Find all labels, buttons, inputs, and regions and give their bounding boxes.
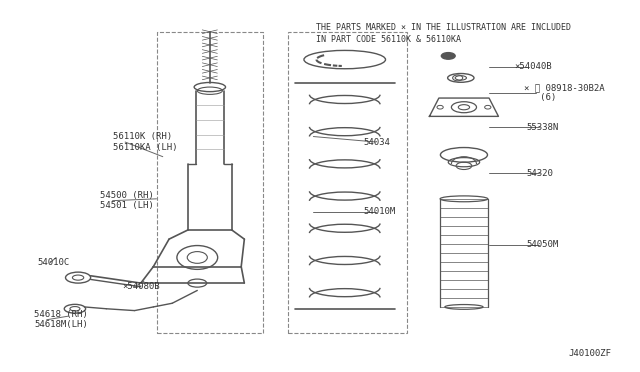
Text: 56110K (RH)
56110KA (LH): 56110K (RH) 56110KA (LH) bbox=[113, 132, 177, 152]
Text: ×54040B: ×54040B bbox=[514, 62, 552, 71]
Text: 54010M: 54010M bbox=[364, 207, 396, 216]
Text: 54320: 54320 bbox=[527, 169, 554, 178]
Text: J40100ZF: J40100ZF bbox=[568, 349, 611, 358]
Bar bbox=[288, 32, 408, 333]
Bar bbox=[157, 32, 263, 333]
Text: 54010C: 54010C bbox=[37, 259, 70, 267]
Text: 54500 (RH)
54501 (LH): 54500 (RH) 54501 (LH) bbox=[100, 191, 154, 210]
Text: 54618 (RH)
54618M(LH): 54618 (RH) 54618M(LH) bbox=[34, 310, 88, 330]
Text: ×54080B: ×54080B bbox=[122, 282, 159, 291]
Text: 54050M: 54050M bbox=[527, 240, 559, 249]
Ellipse shape bbox=[442, 52, 455, 59]
Text: × Ⓝ 08918-30B2A
   (6): × Ⓝ 08918-30B2A (6) bbox=[524, 83, 604, 102]
Text: THE PARTS MARKED × IN THE ILLUSTRATION ARE INCLUDED
IN PART CODE 56110K & 56110K: THE PARTS MARKED × IN THE ILLUSTRATION A… bbox=[317, 23, 572, 44]
Text: 55338N: 55338N bbox=[527, 123, 559, 132]
Text: 54034: 54034 bbox=[364, 138, 390, 147]
